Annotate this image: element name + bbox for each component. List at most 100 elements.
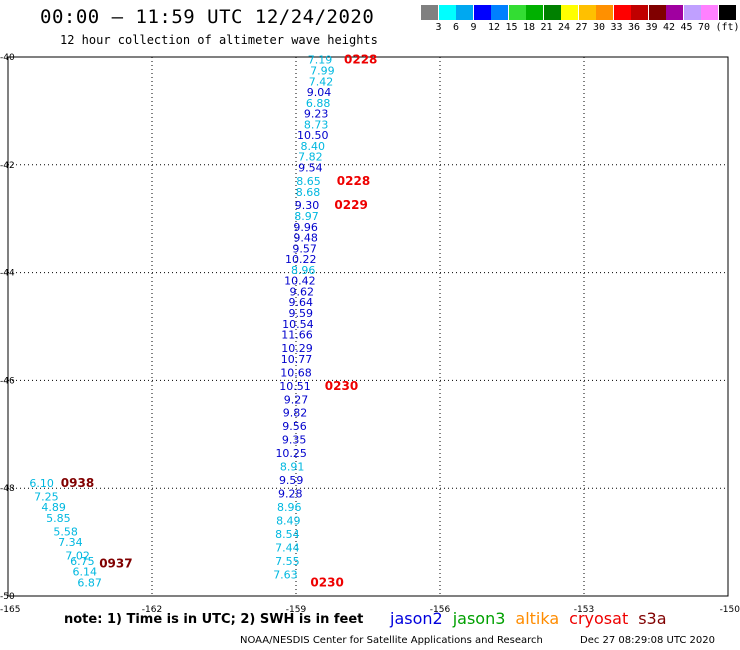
wave-height-value: 7.42 <box>309 75 334 88</box>
color-scale-label: 15 <box>505 22 518 33</box>
wave-height-value: 8.73 <box>304 118 329 131</box>
color-scale-swatch <box>526 5 543 20</box>
chart-title: 00:00 – 11:59 UTC 12/24/2020 <box>40 6 375 28</box>
x-tick-label: -165 <box>0 605 20 615</box>
footnote: note: 1) Time is in UTC; 2) SWH is in fe… <box>64 612 364 627</box>
wave-height-value: 9.96 <box>293 221 318 234</box>
chart-subtitle: 12 hour collection of altimeter wave hei… <box>60 33 378 47</box>
wave-height-value: 5.85 <box>46 512 71 525</box>
legend-item-altika: altika <box>515 609 560 628</box>
color-scale-swatch <box>718 5 736 20</box>
x-tick-label: -153 <box>574 605 594 615</box>
wave-height-value: 8.96 <box>291 264 316 277</box>
wave-height-value: 7.25 <box>34 490 59 503</box>
color-scale-label: 36 <box>628 22 641 33</box>
wave-height-value: 6.10 <box>29 477 54 490</box>
color-scale-label: 33 <box>610 22 623 33</box>
x-tick-label: -162 <box>142 605 162 615</box>
generated-timestamp: Dec 27 08:29:08 UTC 2020 <box>580 635 715 646</box>
wave-height-value: 7.19 <box>308 54 333 67</box>
color-scale-swatch <box>473 5 491 20</box>
wave-height-value: 9.23 <box>304 108 329 121</box>
wave-height-value: 8.40 <box>301 140 326 153</box>
color-scale-label: 3 <box>435 22 442 33</box>
wave-height-value: 10.29 <box>281 342 313 355</box>
color-scale-label: 39 <box>645 22 658 33</box>
plot-frame <box>7 56 729 597</box>
time-label: 0937 <box>99 557 132 571</box>
color-scale-label: (ft) <box>715 22 740 33</box>
time-label: 0229 <box>334 198 367 212</box>
x-tick-label: -150 <box>720 605 740 615</box>
wave-height-value: 8.65 <box>296 175 321 188</box>
time-label: 0938 <box>61 476 94 490</box>
wave-height-value: 7.55 <box>275 555 300 568</box>
credit-line: NOAA/NESDIS Center for Satellite Applica… <box>240 635 543 646</box>
time-label: 0228 <box>344 53 377 67</box>
wave-height-value: 9.35 <box>282 434 307 447</box>
color-scale-label: 42 <box>663 22 676 33</box>
color-scale-label: 18 <box>523 22 536 33</box>
color-scale-label: 27 <box>575 22 588 33</box>
wave-height-value: 7.44 <box>275 541 300 554</box>
color-scale-swatch <box>508 5 526 20</box>
wave-height-value: 7.99 <box>310 64 335 77</box>
wave-height-value: 9.54 <box>298 161 323 174</box>
color-scale-label: 12 <box>488 22 501 33</box>
wave-height-value: 9.04 <box>307 86 332 99</box>
wave-height-value: 8.49 <box>276 515 301 528</box>
wave-height-value: 10.77 <box>281 353 313 366</box>
color-scale-swatch <box>438 5 456 20</box>
color-scale-label: 70 <box>698 22 711 33</box>
color-scale-label: 24 <box>558 22 571 33</box>
time-label: 0230 <box>310 576 343 590</box>
legend-item-s3a: s3a <box>638 609 667 628</box>
wave-height-value: 7.63 <box>273 568 298 581</box>
color-scale-label: 6 <box>453 22 460 33</box>
wave-height-value: 9.64 <box>289 296 314 309</box>
wave-height-value: 9.59 <box>289 307 314 320</box>
wave-height-value: 10.54 <box>282 318 314 331</box>
wave-height-value: 6.87 <box>77 577 102 590</box>
wave-height-value: 7.34 <box>58 536 83 549</box>
legend-item-jason2: jason2 <box>390 609 443 628</box>
y-tick-label: -40 <box>0 53 15 63</box>
wave-height-value: 8.97 <box>294 210 319 223</box>
color-scale-swatch <box>596 5 613 20</box>
color-scale-swatch <box>666 5 683 20</box>
wave-height-value: 9.56 <box>282 420 307 433</box>
wave-height-value: 10.25 <box>275 447 307 460</box>
x-tick-label: -159 <box>286 605 307 615</box>
wave-height-value: 9.62 <box>290 285 315 298</box>
wave-height-value: 10.50 <box>297 129 329 142</box>
wave-height-value: 7.02 <box>65 550 90 563</box>
wave-height-value: 8.96 <box>277 501 302 514</box>
y-tick-label: -46 <box>0 376 15 386</box>
wave-height-value: 10.22 <box>285 253 317 266</box>
legend-item-jason3: jason3 <box>452 609 506 628</box>
y-tick-label: -48 <box>0 484 15 494</box>
satellite-legend: jason2 jason3 altika cryosat s3a <box>390 609 677 628</box>
color-scale-swatch <box>613 5 631 20</box>
y-tick-label: -50 <box>0 592 15 602</box>
wave-height-value: 8.54 <box>275 528 300 541</box>
wave-height-value: 8.91 <box>280 461 305 474</box>
legend-item-cryosat: cryosat <box>569 609 629 628</box>
color-scale-swatch <box>456 5 473 20</box>
color-scale-swatch <box>578 5 596 20</box>
color-scale-swatch <box>701 5 718 20</box>
color-scale-swatch <box>543 5 561 20</box>
color-scale-swatch <box>491 5 508 20</box>
wave-height-value: 6.88 <box>306 97 331 110</box>
color-scale-swatch <box>421 5 438 20</box>
color-scale-label: 45 <box>680 22 693 33</box>
wave-height-value: 9.27 <box>284 393 309 406</box>
wave-height-value: 11.66 <box>281 329 313 342</box>
wave-height-value: 4.89 <box>41 501 66 514</box>
wave-height-value: 6.75 <box>70 555 95 568</box>
wave-height-value: 8.68 <box>296 186 321 199</box>
color-scale-label: 9 <box>470 22 477 33</box>
wave-height-value: 9.59 <box>279 474 304 487</box>
wave-height-value: 9.30 <box>295 199 320 212</box>
